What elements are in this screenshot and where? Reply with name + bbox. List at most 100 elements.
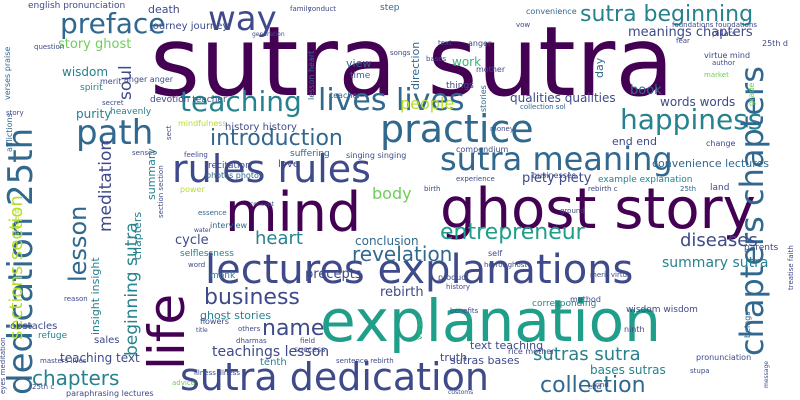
word-success: success [294,345,326,354]
word-land: land [710,183,730,193]
word-power: power [180,185,205,194]
word-step: step [380,3,400,13]
word-kind: kind [594,381,609,389]
word-journey-journey: journey journey [150,21,229,32]
word-happiness: happiness [620,103,763,136]
word-section-section: section section [157,165,165,218]
word-25th-c: 25th c [32,383,55,391]
word-afflictions: afflictions [5,113,14,152]
word-meanings-chapters: meanings chapters [628,25,753,40]
word-others: others [238,325,261,333]
word-songs: songs [390,49,411,57]
word-summary-sutra: summary sutra [662,255,769,271]
word-sutra-beginning: sutra beginning [580,2,754,27]
word-way: way [208,0,277,39]
word-direction: direction [409,41,422,90]
word-heart: heart [255,228,303,249]
word-book: book [630,83,662,98]
word-student: student [13,209,21,236]
word-dharmas: dharmas [236,337,267,345]
word-practice: practice [380,107,534,151]
word-photos-photos: photos photos [206,171,264,180]
word-wisdom-wisdom: wisdom wisdom [626,305,698,315]
word-refuge: refuge [38,331,68,341]
word-collection: collection [540,373,646,398]
word-verses-praise: verses praise [3,46,12,100]
word-sect: sect [165,125,173,140]
word-revelation: revelation [352,242,453,266]
word-chapters-small: chapters [131,211,144,260]
word-vow: vow [516,21,531,29]
word-sentence-rebirth: sentence rebirth [336,357,394,365]
word-ground: ground [560,207,585,215]
word-work: work [452,55,482,69]
word-sutras-bases: sutras bases [450,354,520,367]
word-obstacles: obstacles [10,321,58,332]
word-title: title [196,327,208,334]
word-english-pronunciation: english pronunciation [28,1,126,11]
word-sutras-sutra: sutras sutra [533,344,641,365]
word-senses: senses [132,149,156,157]
word-piety-piety: piety piety [522,171,592,186]
word-mother: mother [476,65,506,74]
word-purity: purity [76,107,112,121]
word-25th: 25th [680,185,697,193]
word-merit: merit [100,77,122,86]
word-stupa: stupa [690,367,710,375]
word-collection-sol: collection sol [520,103,566,111]
word-qualities-qualities: qualities qualities [510,91,616,105]
word-devotion-teacher: devotion teacher [150,95,227,105]
word-eyes-meditation: eyes meditation [0,337,7,394]
word-treatise-faith: treatise faith [787,245,795,290]
word-anger-anger: anger anger [124,75,174,84]
word-stories: stories [479,85,488,112]
word-virtue-mind: virtue mind [704,51,751,60]
word-teacher: teacher [330,91,361,100]
word-rules-rules: rules rules [172,147,371,191]
word-body: body [372,184,412,203]
word-sutra-dedication: sutra dedication [180,355,489,399]
word-message: message [763,361,770,388]
word-pillars: pillars [712,29,737,38]
word-sutra-sutra: sutra sutra [150,6,675,118]
word-secret: secret [102,99,124,107]
word-diseases: diseases [680,230,758,251]
word-family: family [290,5,312,13]
word-benefits: benefits [450,307,479,315]
word-masters-lives: masters lives [40,357,87,365]
word-singing-singing: singing singing [346,151,407,160]
word-truth: truth [440,351,468,364]
word-entrepreneur: entrepreneur [440,220,585,245]
word-sales: sales [94,335,120,346]
word-interview: interview [210,221,248,230]
word-chapters-chapters: chapters chapters [733,66,771,356]
word-customs: customs [448,389,474,396]
word-end-end: end end [612,135,657,148]
word-birth: birth [424,185,441,193]
word-convenience-lectures: convenience lectures [652,157,770,170]
word-product: product [438,273,469,282]
word-bases: bases [426,55,447,63]
word-verse: verse [415,317,424,340]
word-cycle: cycle [175,233,209,248]
word-story-ghost: story ghost [58,37,132,52]
word-money: money [490,125,514,133]
word-lesson: lesson [64,205,92,282]
word-wisdom: wisdom [62,65,109,79]
word-25th-d: 25th d [762,39,789,48]
word-reason: reason [64,295,88,303]
word-field: field [300,337,316,345]
word-text-teaching: text teaching [470,339,544,352]
word-anger: anger [468,39,492,48]
word-market: market [704,71,729,79]
word-ninth: ninth [624,325,645,334]
word-convenience: convenience [526,7,577,16]
word-explanation: explanation [320,287,661,355]
word-grade: grade [747,82,756,106]
word-method: method [570,295,601,304]
word-view: view [346,57,372,70]
word-story: story [6,109,24,117]
word-text: text [438,39,452,47]
word-ghost-story: ghost story [440,177,756,242]
